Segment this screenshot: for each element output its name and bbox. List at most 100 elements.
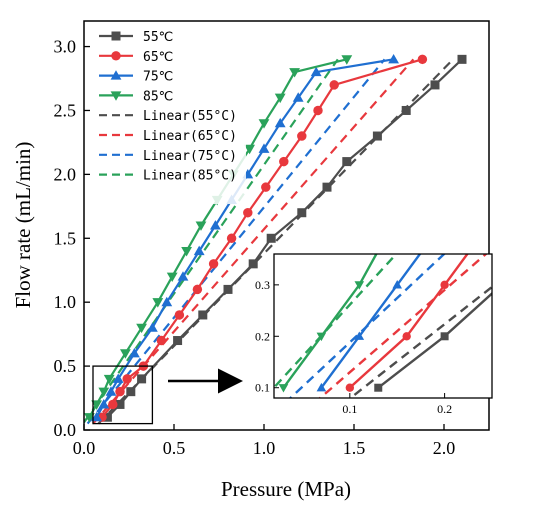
legend-label-1: 65℃ — [143, 50, 173, 65]
x-tick-label-0: 0.0 — [73, 438, 96, 458]
main-series-1-point-15 — [329, 80, 339, 90]
legend-fit-label-1: Linear(65°C) — [143, 129, 237, 144]
y-tick-label-5: 2.5 — [54, 100, 77, 120]
main-series-1-point-11 — [261, 182, 271, 192]
zoom-region-box — [92, 365, 154, 425]
main-series-3-point-7 — [166, 272, 178, 283]
inset-series-3-point-2 — [354, 281, 365, 290]
inset-background — [274, 254, 492, 398]
main-series-line-0 — [106, 58, 463, 418]
main-series-2-point-2 — [105, 386, 117, 396]
main-series-1-point-5 — [156, 335, 167, 346]
main-series-2-point-13 — [274, 117, 286, 128]
main-series-3-point-2 — [98, 387, 110, 398]
main-series-3-point-8 — [181, 247, 192, 257]
main-series-2-point-3 — [112, 373, 124, 383]
main-series-3-point-15 — [289, 68, 300, 78]
y-tick-label-4: 2.0 — [54, 164, 77, 184]
main-series-1-point-1 — [108, 399, 118, 410]
inset-x-tick-label-1: 0.2 — [437, 402, 452, 416]
main-series-1-point-16 — [417, 54, 428, 65]
y-tick-label-3: 1.5 — [54, 228, 77, 248]
main-series-2-point-9 — [210, 220, 221, 230]
main-fit-line-2 — [86, 58, 386, 425]
inset-series-3-point-4 — [468, 127, 478, 135]
main-series-0-point-0 — [102, 412, 112, 422]
legend-marker-3 — [110, 91, 122, 101]
main-series-1-point-3 — [122, 374, 132, 384]
main-series-3-point-0 — [84, 413, 95, 423]
legend-label-2: 75℃ — [143, 70, 173, 85]
inset-series-0-point-1 — [440, 332, 449, 341]
main-series-3-point-1 — [91, 400, 102, 410]
main-series-3-point-13 — [258, 119, 270, 129]
main-series-0-point-2 — [126, 387, 136, 397]
main-series-2-point-16 — [388, 53, 399, 64]
main-series-3-point-12 — [244, 144, 255, 155]
main-series-3-point-6 — [152, 298, 164, 308]
main-series-2-point-1 — [98, 399, 110, 409]
x-tick-label-2: 1.0 — [253, 438, 276, 458]
inset-plot-area — [274, 126, 526, 398]
y-axis-label: Flow rate (mL/min) — [11, 142, 35, 309]
inset-series-2-point-4 — [516, 126, 526, 134]
main-series-2-point-12 — [258, 143, 270, 153]
legend-marker-1 — [111, 51, 121, 61]
main-series-0-point-10 — [322, 182, 332, 192]
inset-y-tick-label-1: 0.2 — [255, 329, 270, 343]
inset-series-1-point-2 — [440, 280, 449, 290]
main-series-3-point-9 — [195, 221, 207, 231]
inset-series-1-point-1 — [402, 332, 411, 341]
main-series-0-point-9 — [297, 208, 307, 218]
inset-axes: 0.1 0.2 0.1 0.2 0.3 — [255, 278, 452, 416]
main-series-2-point-15 — [310, 66, 322, 77]
inset-series-2-point-1 — [354, 331, 365, 340]
main-series-2-point-14 — [292, 92, 304, 102]
inset-series-1-point-0 — [345, 383, 355, 392]
main-series-1-point-7 — [192, 284, 203, 295]
legend-fit-label-2: Linear(75°C) — [143, 149, 237, 164]
main-series-0-point-14 — [430, 80, 440, 90]
inset-series-0-point-2 — [497, 281, 505, 289]
main-series-1-point-14 — [313, 105, 323, 116]
main-plot-frame — [83, 20, 490, 431]
main-series-1-point-6 — [174, 310, 185, 320]
main-series-1-point-13 — [297, 131, 307, 141]
main-series-0-point-13 — [401, 105, 411, 115]
legend-marker-2 — [110, 70, 122, 80]
x-axis-label: Pressure (MPa) — [221, 477, 351, 501]
inset-x-tick-label-0: 0.1 — [342, 402, 357, 416]
main-series-1-point-10 — [243, 207, 253, 218]
main-series-0-point-5 — [198, 310, 208, 320]
main-series-2-point-7 — [177, 271, 189, 281]
y-tick-label-0: 0.0 — [54, 420, 77, 440]
main-series-0-point-6 — [223, 284, 233, 294]
main-series-0-point-11 — [342, 157, 352, 167]
main-series-3-point-14 — [274, 93, 286, 104]
main-series-0-point-4 — [173, 336, 183, 346]
inset-series-1-point-3 — [478, 229, 486, 237]
main-series-1-point-12 — [279, 156, 289, 167]
inset-frame — [273, 253, 493, 399]
inset-series-3-point-3 — [383, 230, 393, 238]
inset-series-2-point-2 — [392, 280, 403, 289]
main-series-0-point-15 — [457, 54, 467, 64]
main-series-0-point-8 — [266, 233, 276, 243]
inset-series-0-point-0 — [374, 383, 383, 392]
main-series-0-point-1 — [115, 399, 125, 409]
legend-label-3: 85℃ — [143, 89, 173, 104]
main-series-3-point-5 — [136, 323, 147, 334]
y-tick-label-6: 3.0 — [54, 37, 77, 57]
main-series-2-point-8 — [193, 245, 205, 256]
y-tick-label-1: 0.5 — [54, 356, 77, 376]
main-series-1-point-8 — [208, 259, 219, 269]
main-series-0-point-7 — [248, 259, 258, 269]
legend-fit-label-0: Linear(55°C) — [143, 109, 237, 124]
x-tick-label-3: 1.5 — [343, 438, 366, 458]
main-series-3-point-3 — [103, 374, 115, 385]
inset-y-tick-label-2: 0.3 — [255, 278, 270, 292]
main-series-3-point-4 — [120, 349, 131, 359]
legend: 55℃ 65℃ 75℃ 85℃ Linear(55°C) Linear(65°C) Line… — [96, 26, 246, 204]
main-axes: 0.0 0.5 1.0 1.5 2.0 0.0 0.5 1.0 1.5 2.0 2.5 3.0 — [54, 37, 456, 458]
